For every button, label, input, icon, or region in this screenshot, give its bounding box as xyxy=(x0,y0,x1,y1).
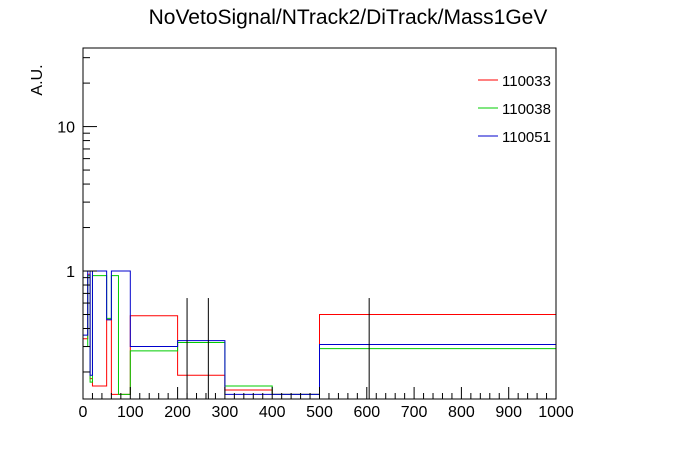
x-tick-label: 300 xyxy=(212,404,239,421)
axes: 0 100 200 300 400 500 600 700 800 900 1000 1 10 xyxy=(57,47,574,421)
plot-area xyxy=(82,270,557,399)
y-tick-label: 1 xyxy=(66,264,75,281)
x-tick-label: 500 xyxy=(306,404,333,421)
y-axis-label: A.U. xyxy=(29,64,46,95)
legend-label-110033: 110033 xyxy=(502,73,551,90)
x-tick-label: 200 xyxy=(164,404,191,421)
chart-title: NoVetoSignal/NTrack2/DiTrack/Mass1GeV xyxy=(149,6,548,29)
x-tick-label: 0 xyxy=(79,404,88,421)
x-tick-label: 800 xyxy=(448,404,475,421)
x-tick-label: 900 xyxy=(495,404,522,421)
legend: 110033 110038 110051 xyxy=(478,73,551,146)
x-tick-label: 1000 xyxy=(538,404,574,421)
x-tick-label: 100 xyxy=(117,404,144,421)
legend-label-110051: 110051 xyxy=(502,129,551,146)
y-tick-label: 10 xyxy=(57,120,75,137)
legend-label-110038: 110038 xyxy=(502,101,551,118)
x-tick-label: 700 xyxy=(401,404,428,421)
x-tick-label: 600 xyxy=(353,404,380,421)
x-tick-label: 400 xyxy=(259,404,286,421)
